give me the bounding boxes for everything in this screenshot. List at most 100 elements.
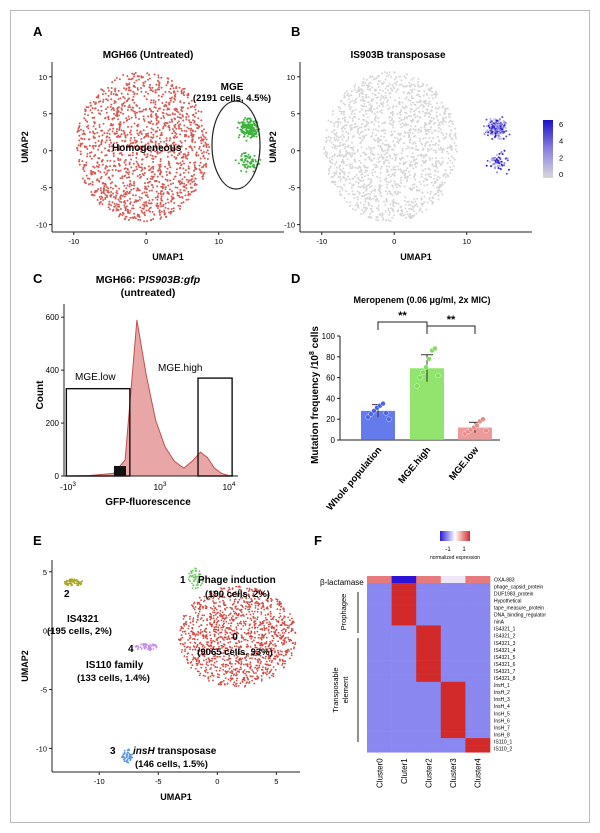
umap-point-low-expression xyxy=(354,83,357,86)
umap-point-cluster0 xyxy=(256,610,259,613)
umap-point-mge xyxy=(245,170,248,173)
umap-point-low-expression xyxy=(352,135,355,138)
umap-point-cluster0 xyxy=(254,627,257,629)
umap-point-low-expression xyxy=(435,160,437,163)
panel-e-scatter xyxy=(63,567,297,764)
umap-point-low-expression xyxy=(385,180,388,183)
umap-point-low-expression xyxy=(366,88,369,91)
umap-point-homogeneous xyxy=(186,94,189,97)
umap-point-homogeneous xyxy=(164,188,167,191)
umap-point-low-expression xyxy=(451,161,454,164)
umap-point-homogeneous xyxy=(143,204,146,207)
umap-point-cluster0 xyxy=(246,639,249,642)
umap-point-homogeneous xyxy=(169,87,172,90)
umap-point-homogeneous xyxy=(135,79,138,82)
umap-point-homogeneous xyxy=(116,94,119,96)
umap-point-low-expression xyxy=(363,210,366,213)
umap-point-low-expression xyxy=(412,158,415,161)
umap-point-cluster0 xyxy=(266,606,269,609)
umap-point-cluster0 xyxy=(270,612,272,615)
umap-point-low-expression xyxy=(348,182,351,185)
umap-point-mge xyxy=(248,157,251,160)
umap-point-homogeneous xyxy=(168,103,171,106)
umap-point-homogeneous xyxy=(124,206,127,209)
umap-point-low-expression xyxy=(328,156,331,159)
umap-point-cluster0 xyxy=(282,662,284,665)
umap-point-homogeneous xyxy=(182,171,185,174)
umap-point-low-expression xyxy=(454,127,457,130)
umap-point-cluster0 xyxy=(191,648,194,651)
umap-point-cluster0 xyxy=(187,632,190,635)
umap-point-low-expression xyxy=(437,126,440,129)
umap-point-cluster0 xyxy=(259,662,262,665)
umap-point-low-expression xyxy=(343,171,345,174)
umap-point-homogeneous xyxy=(150,113,153,116)
umap-point-low-expression xyxy=(358,192,361,195)
umap-point-homogeneous xyxy=(159,201,162,204)
umap-point-cluster0 xyxy=(242,677,245,680)
umap-point-low-expression xyxy=(354,204,357,207)
umap-point-low-expression xyxy=(386,75,388,78)
umap-point-cluster0 xyxy=(235,654,238,657)
umap-point-homogeneous xyxy=(142,82,145,85)
umap-point-homogeneous xyxy=(134,116,137,119)
umap-point-low-expression xyxy=(357,206,360,209)
umap-point-low-expression xyxy=(385,186,388,189)
umap-point-homogeneous xyxy=(192,190,194,193)
umap-point-cluster0 xyxy=(274,668,277,671)
umap-point-homogeneous xyxy=(183,101,186,104)
umap-point-cluster0 xyxy=(247,608,250,611)
umap-point-low-expression xyxy=(426,84,428,87)
umap-point-cluster0 xyxy=(229,662,232,665)
umap-point-low-expression xyxy=(353,152,356,155)
umap-point-homogeneous xyxy=(124,193,127,196)
umap-point-cluster0 xyxy=(197,616,199,619)
umap-point-homogeneous xyxy=(145,204,148,207)
umap-point-homogeneous xyxy=(86,177,89,180)
umap-point-homogeneous xyxy=(121,211,124,214)
umap-point-homogeneous xyxy=(84,113,86,116)
umap-point-high-expression xyxy=(503,164,505,167)
umap-point-cluster0 xyxy=(212,617,215,620)
umap-point-homogeneous xyxy=(170,144,173,147)
umap-point-cluster0 xyxy=(274,655,277,658)
umap-point-homogeneous xyxy=(198,168,201,171)
umap-point-low-expression xyxy=(408,146,411,149)
umap-point-cluster0 xyxy=(289,619,291,621)
umap-point-homogeneous xyxy=(123,97,126,100)
umap-point-low-expression xyxy=(371,111,374,113)
umap-point-homogeneous xyxy=(98,164,101,166)
umap-point-homogeneous xyxy=(127,211,129,214)
umap-point-low-expression xyxy=(385,177,388,180)
umap-point-homogeneous xyxy=(109,128,111,131)
umap-point-homogeneous xyxy=(137,218,140,221)
umap-point-homogeneous xyxy=(127,219,130,221)
umap-point-homogeneous xyxy=(174,98,176,101)
umap-point-homogeneous xyxy=(152,90,154,93)
umap-point-homogeneous xyxy=(109,159,112,162)
umap-point-homogeneous xyxy=(150,189,153,192)
umap-point-homogeneous xyxy=(138,166,141,169)
umap-point-homogeneous xyxy=(178,127,180,130)
umap-point-low-expression xyxy=(389,220,392,222)
umap-point-homogeneous xyxy=(204,136,207,139)
umap-point-homogeneous xyxy=(121,139,124,142)
umap-point-cluster0 xyxy=(283,610,285,613)
umap-point-homogeneous xyxy=(105,186,108,188)
umap-point-homogeneous xyxy=(121,108,123,111)
umap-point-homogeneous xyxy=(149,210,151,213)
umap-point-low-expression xyxy=(454,132,457,135)
umap-point-homogeneous xyxy=(184,156,187,159)
umap-point-cluster0 xyxy=(238,622,241,625)
umap-point-low-expression xyxy=(330,141,333,144)
umap-point-low-expression xyxy=(390,168,393,171)
umap-point-homogeneous xyxy=(133,101,136,104)
umap-point-cluster0 xyxy=(220,619,223,622)
umap-point-homogeneous xyxy=(134,217,137,220)
umap-point-homogeneous xyxy=(76,149,79,152)
umap-point-homogeneous xyxy=(169,97,171,100)
umap-point-homogeneous xyxy=(115,203,118,206)
umap-point-mge xyxy=(252,122,255,125)
umap-point-low-expression xyxy=(374,115,377,118)
